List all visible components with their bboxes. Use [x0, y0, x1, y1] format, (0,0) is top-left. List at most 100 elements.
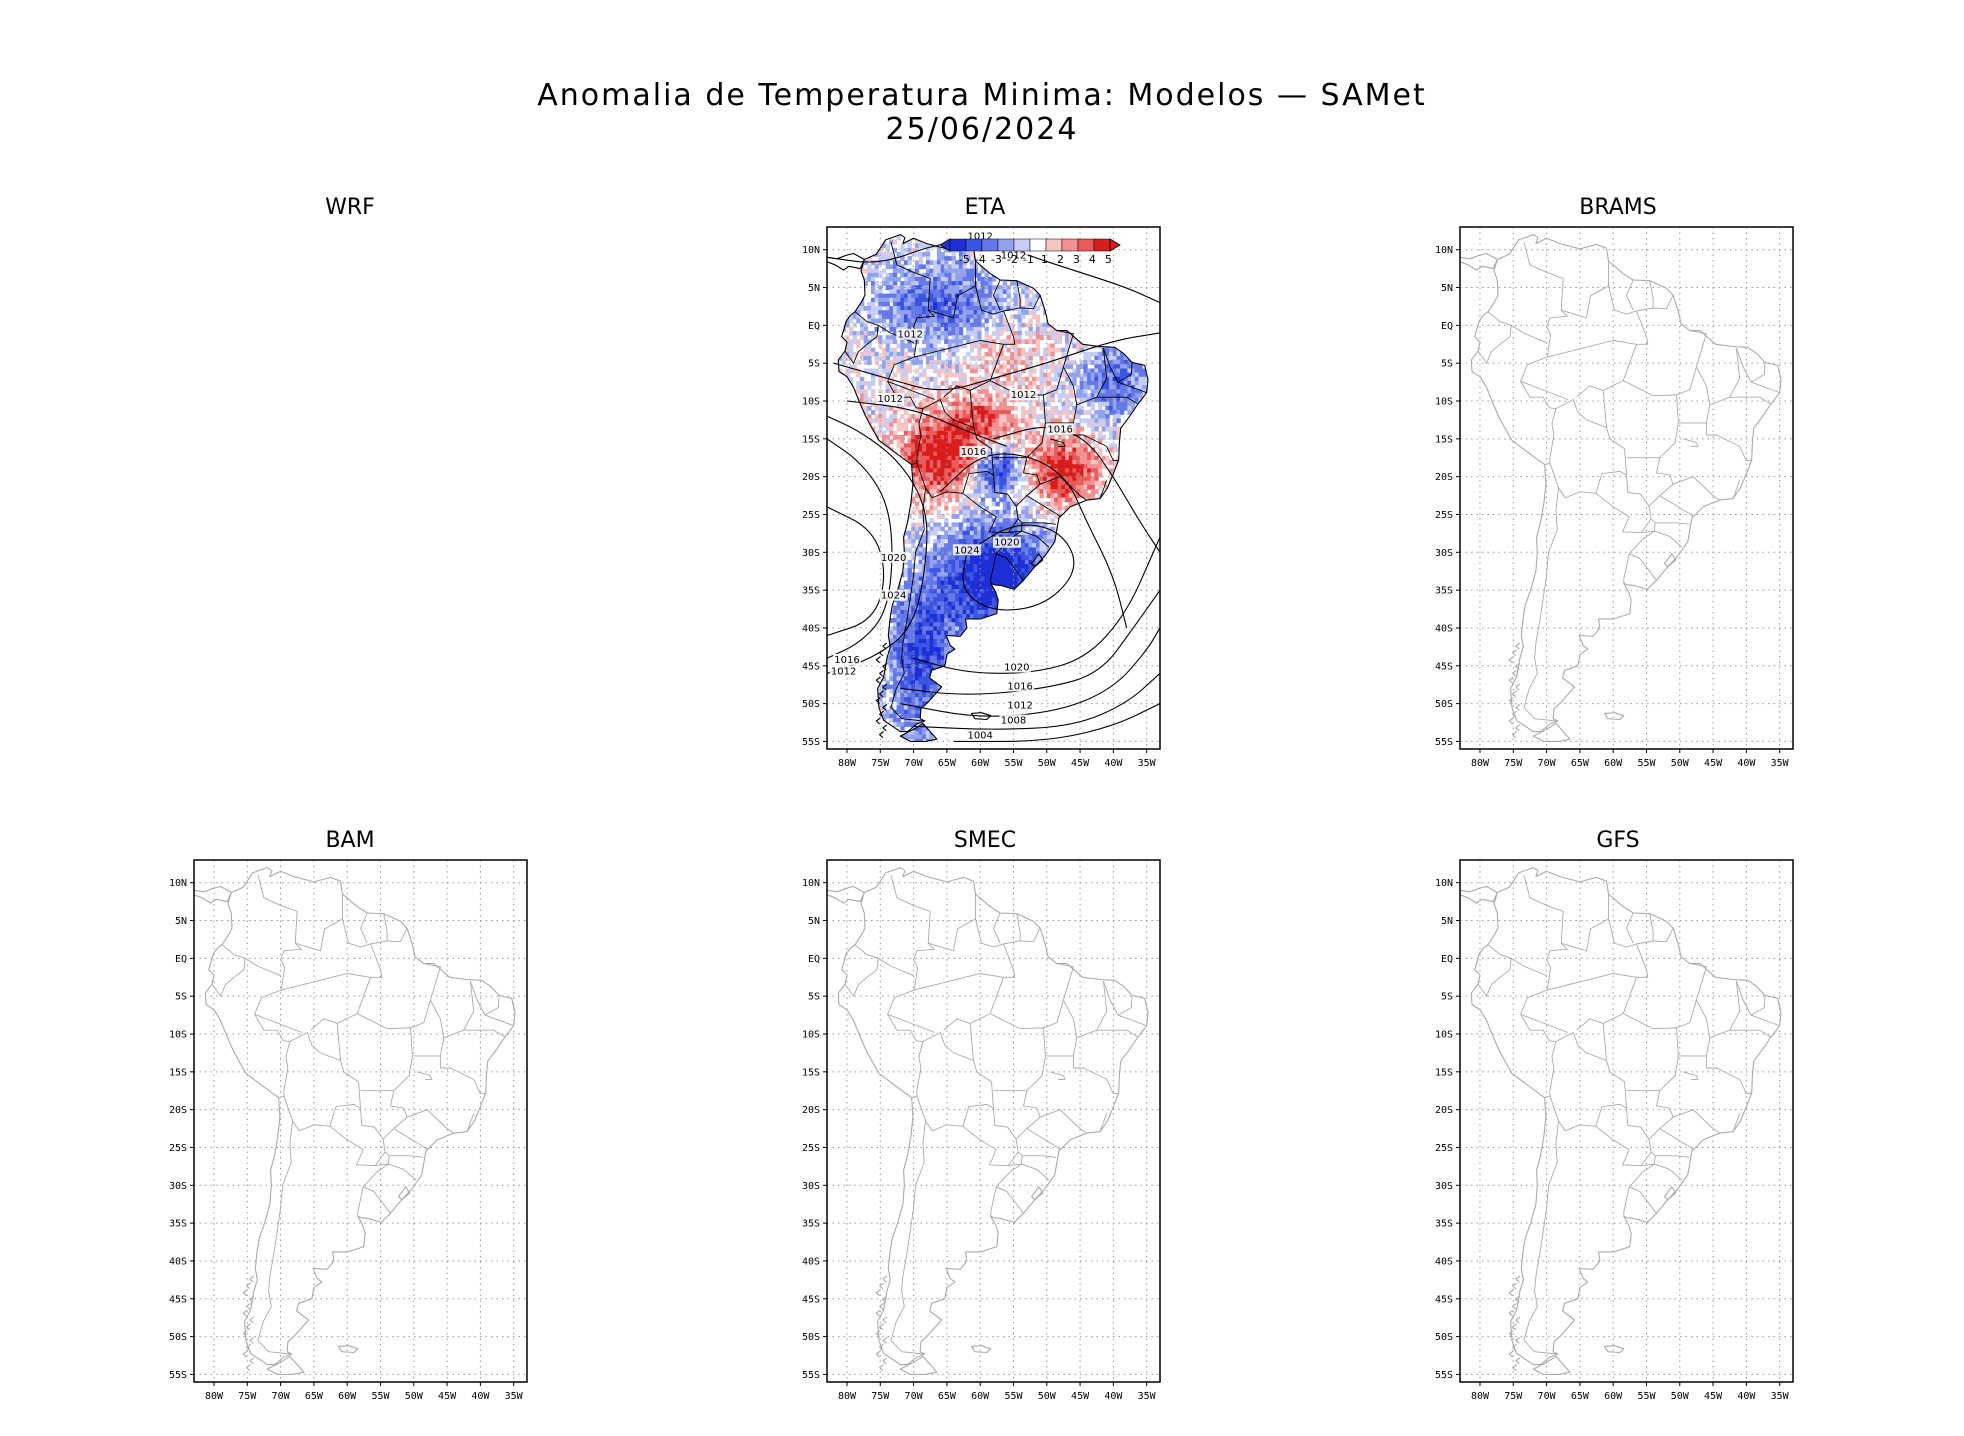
coastline [1460, 867, 1782, 1375]
lat-tick-label: 15S [1435, 434, 1453, 445]
lat-tick-label: EQ [1441, 954, 1453, 965]
colorbar-label: -1 [1023, 253, 1034, 266]
lat-tick-label: 5N [808, 283, 820, 294]
lon-tick-label: 75W [871, 1391, 890, 1402]
panel-title-bam: BAM [325, 828, 375, 853]
lat-tick-label: EQ [808, 954, 820, 965]
isobar-label: 1016 [834, 655, 859, 666]
lat-tick-label: 40S [1435, 623, 1453, 634]
colorbar-label: 2 [1057, 253, 1064, 266]
lat-tick-label: 20S [802, 472, 820, 483]
lat-tick-label: EQ [175, 954, 187, 965]
lat-tick-label: 30S [1435, 548, 1453, 559]
lat-tick-label: 30S [169, 1181, 187, 1192]
lon-tick-label: 60W [1604, 1391, 1623, 1402]
lat-tick-label: 50S [802, 1332, 820, 1343]
lat-tick-label: EQ [808, 321, 820, 332]
lon-tick-label: 50W [1038, 758, 1057, 769]
lat-tick-label: 20S [802, 1105, 820, 1116]
panel-title-gfs: GFS [1596, 828, 1640, 853]
map-svg: 10N 5N EQ 5S 10S 15S 20S 25S 30S 35S 40S 45S 50S 55S 8… [1435, 859, 1794, 1402]
lon-tick-label: 55W [1004, 758, 1023, 769]
lon-tick-label: 45W [438, 1391, 457, 1402]
lat-tick-label: 10N [1435, 245, 1453, 256]
colorbar-label: -2 [1007, 253, 1018, 266]
lat-tick-label: 10S [802, 397, 820, 408]
lat-tick-label: 40S [802, 1256, 820, 1267]
lat-tick-label: 25S [802, 1143, 820, 1154]
lat-tick-label: 35S [1435, 1219, 1453, 1230]
colorbar-label: -4 [975, 253, 986, 266]
isobar-label: 1020 [881, 553, 906, 564]
lon-tick-label: 40W [1104, 1391, 1123, 1402]
isobar-label: 1024 [881, 591, 906, 602]
map-svg: 10N 5N EQ 5S 10S 15S 20S 25S 30S 35S 40S 45S 50S 55S 8… [169, 859, 528, 1402]
lat-tick-label: 10N [1435, 878, 1453, 889]
lon-tick-label: 50W [1671, 1391, 1690, 1402]
colorbar-swatch [965, 238, 983, 252]
borders [1477, 241, 1780, 722]
graticule [194, 860, 527, 1382]
lat-tick-label: 25S [169, 1143, 187, 1154]
lat-tick-label: 5S [1441, 359, 1453, 370]
lon-tick-label: 50W [1038, 1391, 1057, 1402]
map-panel-eta: 1012 1012 1012 1012 1012 1016 1016 1020 1020 1024… [787, 225, 1167, 770]
lat-tick-label: 15S [802, 1067, 820, 1078]
lat-tick-label: 10S [1435, 1030, 1453, 1041]
isobar-label: 1024 [954, 545, 979, 556]
lat-tick-label: 55S [802, 737, 820, 748]
graticule [1460, 860, 1793, 1382]
lon-tick-label: 65W [1571, 1391, 1590, 1402]
lon-tick-label: 75W [871, 758, 890, 769]
coastline [194, 867, 516, 1375]
isobar-label: 1012 [1007, 700, 1032, 711]
map-panel-gfs: 10N 5N EQ 5S 10S 15S 20S 25S 30S 35S 40S 45S 50S 55S 8… [1420, 858, 1800, 1403]
lon-tick-label: 40W [1737, 1391, 1756, 1402]
coastline [827, 867, 1149, 1375]
lat-tick-label: 5N [1441, 283, 1453, 294]
map-svg: 10N 5N EQ 5S 10S 15S 20S 25S 30S 35S 40S 45S 50S 55S 8… [802, 859, 1161, 1402]
isobar-label: 1004 [967, 731, 992, 742]
colorbar-swatch [981, 238, 999, 252]
lon-tick-label: 70W [1538, 1391, 1557, 1402]
panel-title-eta: ETA [964, 195, 1006, 220]
colorbar-label: 5 [1105, 253, 1112, 266]
colorbar-swatch [1077, 238, 1095, 252]
panel-title-brams: BRAMS [1579, 195, 1657, 220]
isobar-label: 1020 [994, 538, 1019, 549]
lon-tick-label: 45W [1071, 1391, 1090, 1402]
lat-tick-label: 45S [802, 1294, 820, 1305]
lon-tick-label: 70W [272, 1391, 291, 1402]
colorbar-swatch [1093, 238, 1111, 252]
panel-title-smec: SMEC [953, 828, 1017, 853]
lat-tick-label: 55S [169, 1370, 187, 1381]
isobar-label: 1012 [1001, 250, 1026, 261]
borders [1477, 874, 1780, 1355]
lat-tick-label: 5S [808, 992, 820, 1003]
lon-tick-label: 55W [1637, 1391, 1656, 1402]
lat-tick-label: 45S [1435, 661, 1453, 672]
lat-tick-label: 45S [802, 661, 820, 672]
lat-tick-label: 25S [802, 510, 820, 521]
panel-title-wrf: WRF [325, 195, 375, 220]
lon-tick-label: 45W [1704, 758, 1723, 769]
lon-tick-label: 70W [905, 1391, 924, 1402]
lon-tick-label: 80W [205, 1391, 224, 1402]
lat-tick-label: 15S [1435, 1067, 1453, 1078]
lon-tick-label: 35W [1138, 1391, 1157, 1402]
isobar-label: 1020 [1004, 663, 1029, 674]
graticule [827, 860, 1160, 1382]
isobar-label: 1012 [1011, 390, 1036, 401]
isobar-label: 1012 [878, 394, 903, 405]
lat-tick-label: 40S [802, 623, 820, 634]
lon-tick-label: 60W [971, 758, 990, 769]
graticule [1460, 227, 1793, 749]
lat-tick-label: 50S [1435, 699, 1453, 710]
colorbar-label: 3 [1073, 253, 1080, 266]
main-title: Anomalia de Temperatura Minima: Modelos … [537, 78, 1427, 113]
colorbar-label: -3 [991, 253, 1002, 266]
lon-tick-label: 65W [1571, 758, 1590, 769]
isobar-label: 1012 [831, 666, 856, 677]
lat-tick-label: 45S [1435, 1294, 1453, 1305]
lon-tick-label: 75W [238, 1391, 257, 1402]
